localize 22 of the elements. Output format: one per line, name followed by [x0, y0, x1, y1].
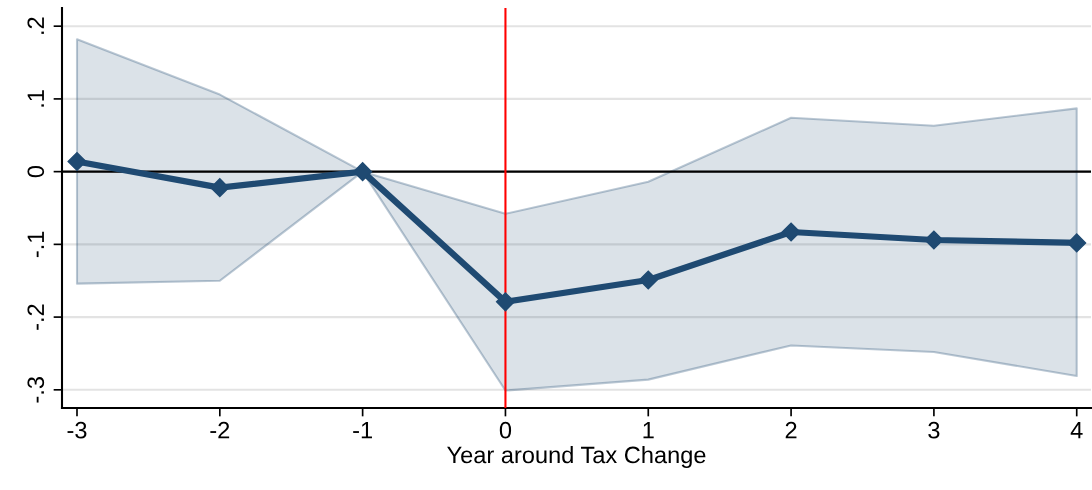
- point: [638, 270, 658, 290]
- point: [210, 178, 230, 198]
- x-axis-title: Year around Tax Change: [447, 445, 706, 468]
- y-tick-label: 0: [27, 165, 45, 178]
- x-tick-label: 0: [499, 421, 512, 439]
- x-tick-label: -2: [210, 421, 230, 439]
- point: [495, 292, 515, 312]
- point: [67, 151, 87, 171]
- y-tick-label: -.1: [27, 231, 44, 258]
- y-tick-label: .2: [27, 17, 44, 34]
- y-tick-label: .1: [27, 90, 44, 107]
- y-tick-label: -.2: [27, 304, 44, 330]
- x-tick-label: 3: [928, 421, 940, 439]
- point: [1067, 233, 1087, 253]
- x-tick-label: -1: [353, 422, 372, 439]
- x-tick-label: 1: [643, 422, 654, 439]
- point: [924, 230, 944, 250]
- point: [781, 222, 801, 242]
- x-tick-label: -3: [67, 421, 87, 439]
- x-tick-label: 4: [1070, 422, 1083, 439]
- x-tick-label: 2: [785, 421, 797, 439]
- y-tick-label: -.3: [27, 377, 45, 403]
